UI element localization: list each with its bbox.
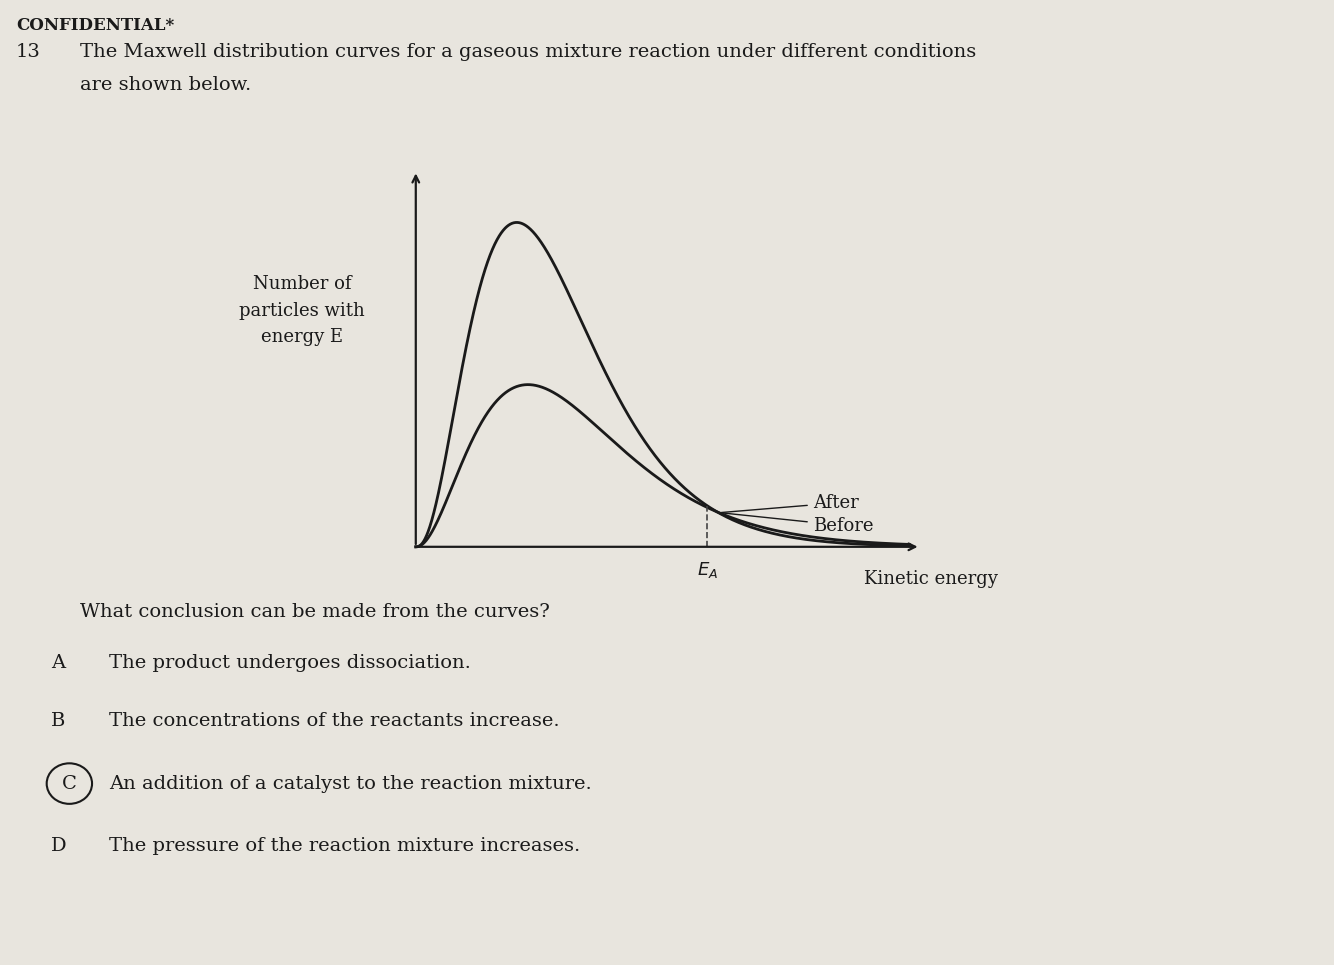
Text: Number of
particles with
energy E: Number of particles with energy E (239, 275, 366, 346)
Text: C: C (61, 775, 77, 792)
Text: D: D (51, 838, 67, 855)
Text: After: After (722, 494, 859, 512)
Text: Kinetic energy: Kinetic energy (864, 569, 998, 588)
Text: The concentrations of the reactants increase.: The concentrations of the reactants incr… (109, 712, 560, 730)
Text: CONFIDENTIAL*: CONFIDENTIAL* (16, 17, 175, 35)
Text: The pressure of the reaction mixture increases.: The pressure of the reaction mixture inc… (109, 838, 580, 855)
Text: $E_A$: $E_A$ (696, 560, 718, 580)
Text: are shown below.: are shown below. (80, 76, 251, 95)
Text: Before: Before (722, 512, 874, 535)
Text: An addition of a catalyst to the reaction mixture.: An addition of a catalyst to the reactio… (109, 775, 592, 792)
Text: 13: 13 (16, 43, 41, 62)
Text: A: A (51, 654, 65, 672)
Text: What conclusion can be made from the curves?: What conclusion can be made from the cur… (80, 603, 550, 621)
Text: B: B (51, 712, 65, 730)
Text: The Maxwell distribution curves for a gaseous mixture reaction under different c: The Maxwell distribution curves for a ga… (80, 43, 976, 62)
Text: The product undergoes dissociation.: The product undergoes dissociation. (109, 654, 471, 672)
